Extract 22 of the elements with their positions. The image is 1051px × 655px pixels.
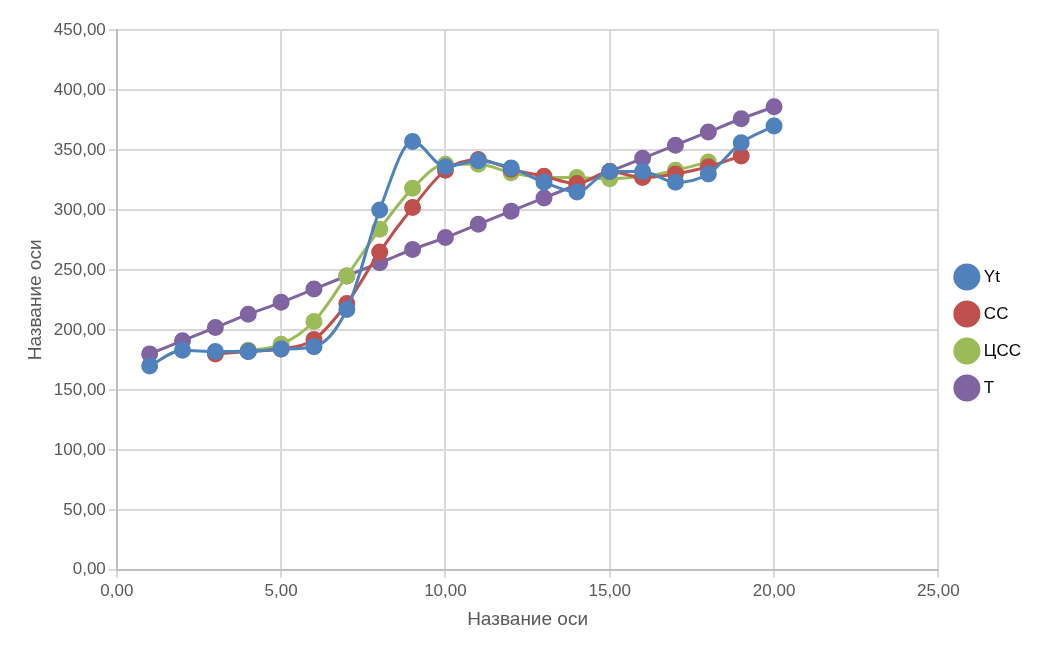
- x-tick-label: 0,00: [100, 580, 134, 600]
- y-tick-label: 150,00: [53, 379, 106, 399]
- y-axis-title: Название оси: [23, 239, 45, 361]
- legend-label: ЦСС: [983, 340, 1022, 360]
- y-tick-label: 450,00: [53, 19, 106, 39]
- x-tick-label: 20,00: [752, 580, 796, 600]
- legend-label: Yt: [983, 266, 1001, 286]
- y-tick-label: 350,00: [53, 139, 106, 159]
- x-tick-label: 10,00: [424, 580, 467, 600]
- y-tick-label: 250,00: [53, 259, 106, 279]
- y-tick-label: 0,00: [72, 559, 106, 579]
- y-tick-label: 50,00: [63, 499, 106, 519]
- x-tick-label: 15,00: [588, 580, 632, 600]
- x-tick-label: 25,00: [917, 580, 960, 600]
- x-tick-label: 5,00: [264, 580, 298, 600]
- x-axis-title: Название оси: [467, 607, 589, 629]
- y-tick-label: 100,00: [53, 439, 106, 459]
- y-tick-label: 300,00: [53, 199, 106, 219]
- y-tick-label: 200,00: [53, 319, 106, 339]
- legend-label: CC: [983, 303, 1009, 323]
- legend-label: T: [983, 377, 995, 397]
- y-tick-label: 400,00: [53, 79, 106, 99]
